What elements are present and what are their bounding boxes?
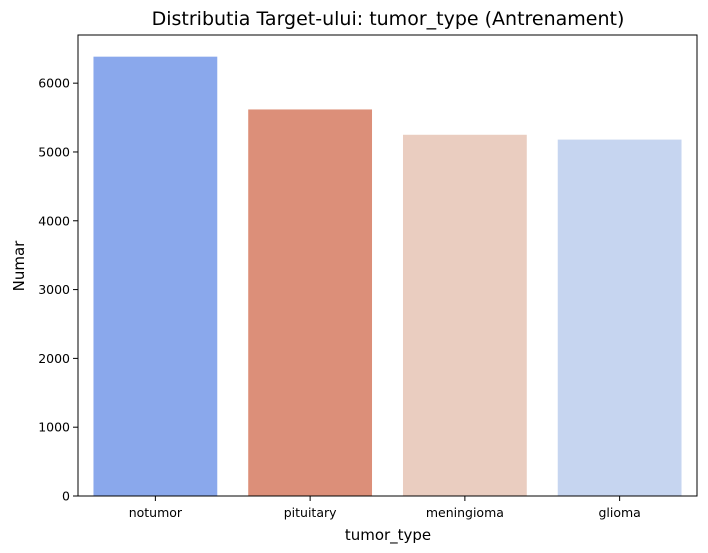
y-tick-label-1000: 1000 <box>38 420 70 435</box>
y-tick-label-6000: 6000 <box>38 76 70 91</box>
y-tick-label-5000: 5000 <box>38 144 70 159</box>
bar-meningioma <box>402 134 527 496</box>
plot-area: notumor pituitary meningioma glioma 0 1000 200… <box>38 56 682 520</box>
bar-notumor <box>93 56 218 497</box>
bar-pituitary <box>248 109 373 496</box>
x-tick-label-meningioma: meningioma <box>426 505 504 520</box>
x-axis-label: tumor_type <box>345 526 431 545</box>
y-axis-label: Numar <box>10 240 28 292</box>
y-tick-label-3000: 3000 <box>38 282 70 297</box>
x-tick-label-glioma: glioma <box>598 505 640 520</box>
x-tick-label-pituitary: pituitary <box>284 505 337 520</box>
y-tick-label-0: 0 <box>62 489 70 504</box>
chart-title: Distributia Target-ului: tumor_type (Ant… <box>152 8 625 30</box>
plot-frame <box>77 34 698 497</box>
y-tick-label-4000: 4000 <box>38 213 70 228</box>
bar-glioma <box>557 139 682 496</box>
x-tick-label-notumor: notumor <box>129 505 183 520</box>
y-tick-label-2000: 2000 <box>38 351 70 366</box>
